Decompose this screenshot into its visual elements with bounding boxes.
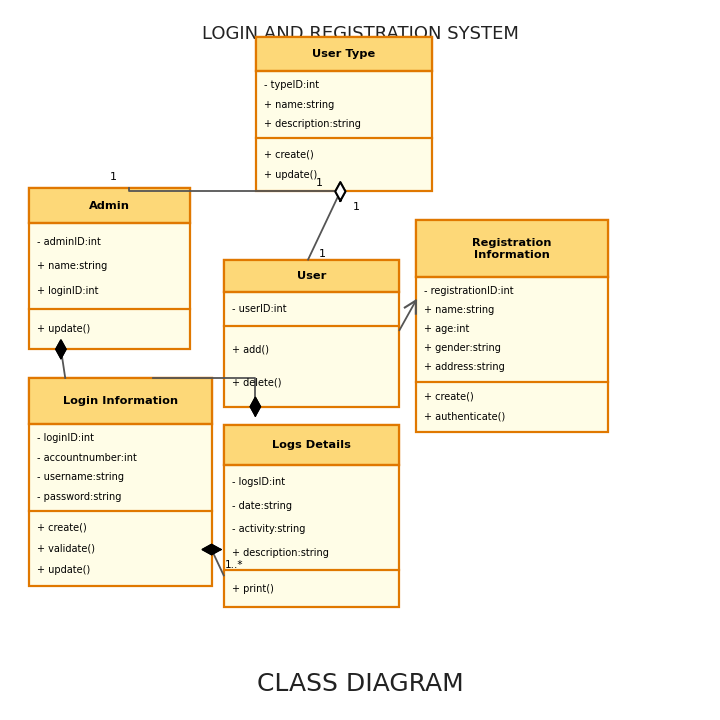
Text: + description:string: + description:string	[232, 548, 328, 558]
FancyBboxPatch shape	[416, 220, 608, 432]
Text: + validate(): + validate()	[37, 544, 94, 554]
Polygon shape	[336, 182, 346, 201]
Text: - adminID:int: - adminID:int	[37, 237, 100, 247]
Text: 1: 1	[354, 202, 360, 212]
Text: + create(): + create()	[424, 392, 474, 402]
FancyBboxPatch shape	[224, 260, 400, 292]
FancyBboxPatch shape	[256, 37, 432, 71]
Polygon shape	[55, 340, 66, 359]
Text: Login Information: Login Information	[63, 396, 178, 406]
Text: - registrationID:int: - registrationID:int	[424, 287, 513, 297]
Text: Registration
Information: Registration Information	[472, 238, 552, 259]
FancyBboxPatch shape	[29, 378, 212, 586]
Text: + update(): + update()	[37, 565, 90, 575]
Text: - password:string: - password:string	[37, 492, 121, 502]
Text: + name:string: + name:string	[264, 99, 334, 109]
Text: 1: 1	[109, 172, 117, 182]
FancyBboxPatch shape	[224, 260, 400, 407]
Text: + print(): + print()	[232, 584, 274, 594]
Text: User: User	[297, 271, 326, 281]
Text: + loginID:int: + loginID:int	[37, 286, 98, 296]
Text: Logs Details: Logs Details	[272, 440, 351, 450]
Text: + description:string: + description:string	[264, 119, 361, 129]
Text: + authenticate(): + authenticate()	[424, 412, 505, 422]
Polygon shape	[336, 182, 346, 201]
FancyBboxPatch shape	[416, 220, 608, 277]
FancyBboxPatch shape	[224, 425, 400, 465]
Text: User Type: User Type	[312, 49, 376, 59]
FancyBboxPatch shape	[29, 378, 212, 423]
Text: + gender:string: + gender:string	[424, 343, 500, 354]
FancyBboxPatch shape	[29, 188, 190, 349]
Text: + age:int: + age:int	[424, 325, 469, 335]
Polygon shape	[202, 544, 221, 554]
FancyBboxPatch shape	[29, 188, 190, 223]
Text: + name:string: + name:string	[37, 261, 107, 271]
Text: - typeID:int: - typeID:int	[264, 81, 319, 91]
Text: + delete(): + delete()	[232, 377, 281, 387]
Text: - userID:int: - userID:int	[232, 304, 287, 314]
Text: - activity:string: - activity:string	[232, 524, 305, 534]
Text: - logsID:int: - logsID:int	[232, 477, 284, 487]
Text: - username:string: - username:string	[37, 472, 124, 482]
Text: - loginID:int: - loginID:int	[37, 433, 94, 444]
Polygon shape	[251, 397, 261, 416]
Text: CLASS DIAGRAM: CLASS DIAGRAM	[256, 672, 464, 696]
Text: + add(): + add()	[232, 345, 269, 355]
Text: - accountnumber:int: - accountnumber:int	[37, 453, 136, 463]
FancyBboxPatch shape	[256, 37, 432, 192]
Text: 1: 1	[319, 249, 326, 259]
Text: Admin: Admin	[89, 201, 130, 211]
Text: + update(): + update()	[264, 171, 317, 181]
Text: - date:string: - date:string	[232, 501, 292, 511]
Text: LOGIN AND REGISTRATION SYSTEM: LOGIN AND REGISTRATION SYSTEM	[202, 24, 518, 42]
Text: + create(): + create()	[264, 149, 314, 159]
Text: + create(): + create()	[37, 522, 86, 532]
FancyBboxPatch shape	[224, 425, 400, 608]
Text: 1..*: 1..*	[225, 560, 243, 570]
Text: 1: 1	[315, 178, 323, 188]
Text: + update(): + update()	[37, 324, 90, 334]
Text: + name:string: + name:string	[424, 305, 494, 315]
Text: + address:string: + address:string	[424, 362, 505, 372]
